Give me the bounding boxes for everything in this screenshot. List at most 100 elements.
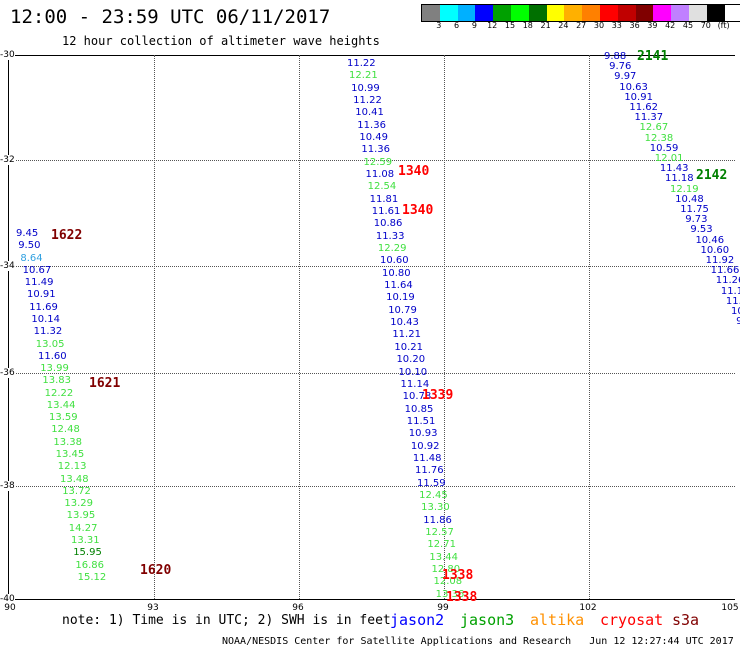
wave-height-label: 11.49 [24,277,54,289]
wave-height-label: 10.91 [27,289,56,301]
satellite-legend-item: jason3 [460,611,515,629]
scale-swatch [671,5,689,21]
wave-height-label: 10.78 [402,391,432,403]
wave-height-label: 11.18 [664,173,694,185]
wave-height-label: 10.92 [410,440,440,452]
time-tag: 1340 [398,164,430,179]
wave-height-label: 11.59 [417,477,446,489]
color-scale-bar [421,4,740,22]
grid-line-horizontal [9,266,735,267]
wave-height-label: 11.32 [33,326,63,338]
map-title: 12:00 - 23:59 UTC 06/11/2017 [10,6,331,28]
wave-height-label: 10.48 [675,193,704,205]
wave-height-label: 10.86 [373,218,403,230]
wave-height-label: 13.59 [49,412,78,424]
scale-swatch [688,5,707,21]
wave-height-label: 10.49 [359,132,388,144]
wave-height-label: 10.14 [31,313,61,325]
wave-height-label: 11.08 [365,169,395,181]
wave-height-label: 11.37 [634,112,664,124]
scale-label: 6 [454,21,460,30]
wave-height-label: 13.36 [435,588,465,600]
scale-swatch [617,5,636,21]
color-scale-labels: 3 6 9 12 15 18 21 24 27 30 33 36 39 42 45 70 (ft) [421,21,740,33]
scale-label: 9 [471,21,477,30]
wave-height-label: 13.30 [421,502,450,514]
scale-label: 24 [558,21,569,30]
wave-height-label: 13.31 [71,535,100,546]
scale-swatch [706,5,725,21]
x-axis-label: 93 [147,603,159,613]
scale-swatch [493,5,511,21]
satellite-legend-item: jason2 [390,611,445,629]
wave-height-label: 10.20 [396,354,426,366]
map-subtitle: 12 hour collection of altimeter wave hei… [62,34,380,48]
plot-area [8,55,735,600]
wave-height-label: 12.13 [57,461,87,473]
grid-line-horizontal [9,373,735,374]
time-tag: 1620 [140,563,172,578]
wave-height-label: 13.99 [40,363,69,375]
wave-height-label: 12.71 [427,539,456,551]
wave-height-label: 11.14 [400,378,430,390]
wave-height-label: 10.93 [408,428,438,440]
y-axis-label: -38 [0,481,15,491]
wave-height-label: 13.72 [62,485,91,497]
wave-height-label: 11.61 [371,206,401,218]
wave-height-label: 11.36 [357,119,386,131]
wave-height-label: 10.41 [355,107,384,119]
wave-height-label: 11.22 [347,58,376,69]
scale-swatch [475,5,494,21]
wave-height-label: 15.12 [77,571,107,583]
time-tag: 1621 [89,376,121,391]
grid-line-vertical [444,55,445,599]
scale-swatch [546,5,565,21]
wave-height-label: 12.80 [431,563,461,575]
wave-height-label: 10.63 [619,81,648,93]
wave-height-label: 9.73 [685,214,708,226]
wave-height-label: 10.19 [386,292,415,304]
scale-label: 3 [436,21,442,30]
wave-height-label: 10.85 [404,403,434,415]
scale-label: 45 [682,21,694,30]
wave-height-label: 13.45 [55,449,85,461]
wave-height-label: 12.29 [377,243,407,255]
scale-swatch [422,5,440,21]
wave-height-label: 10.10 [398,366,428,378]
time-tag: 1340 [402,203,434,218]
grid-line-horizontal [9,160,735,161]
wave-height-label: 12.48 [51,424,80,436]
wave-height-label: 9 [736,316,740,328]
satellite-legend-item: cryosat [600,611,664,629]
wave-height-label: 10.21 [394,341,424,353]
wave-height-label: 10.80 [382,267,411,279]
wave-height-label: 10.60 [379,255,409,267]
wave-height-label: 11.60 [38,350,67,362]
wave-height-label: 11.51 [406,415,436,427]
wave-height-label: 11.62 [629,102,659,113]
wave-height-label: 9.53 [690,224,713,236]
wave-height-label: 12.19 [670,183,699,195]
wave-height-label: 11.33 [375,230,405,242]
wave-height-label: 12.22 [44,387,74,399]
wave-height-label: 11.43 [659,163,689,175]
wave-height-label: 13.38 [53,436,83,448]
wave-height-label: 11.92 [705,255,735,266]
scale-swatch [528,5,547,21]
wave-height-label: 12.01 [654,153,684,164]
plot-top-border [9,55,735,56]
scale-label: (ft) [717,21,730,30]
scale-swatch [582,5,600,21]
scale-swatch [457,5,476,21]
wave-height-label: 9.50 [18,240,41,252]
time-tag: 1338 [442,568,474,583]
scale-swatch [635,5,654,21]
wave-height-label: 10.91 [624,91,653,103]
wave-height-label: 11.36 [361,144,391,156]
time-tag: 2142 [696,168,728,183]
wave-height-label: 13.95 [66,510,96,522]
scale-swatch [724,5,740,21]
y-axis-label: -32 [0,155,15,165]
grid-line-vertical [154,55,155,599]
